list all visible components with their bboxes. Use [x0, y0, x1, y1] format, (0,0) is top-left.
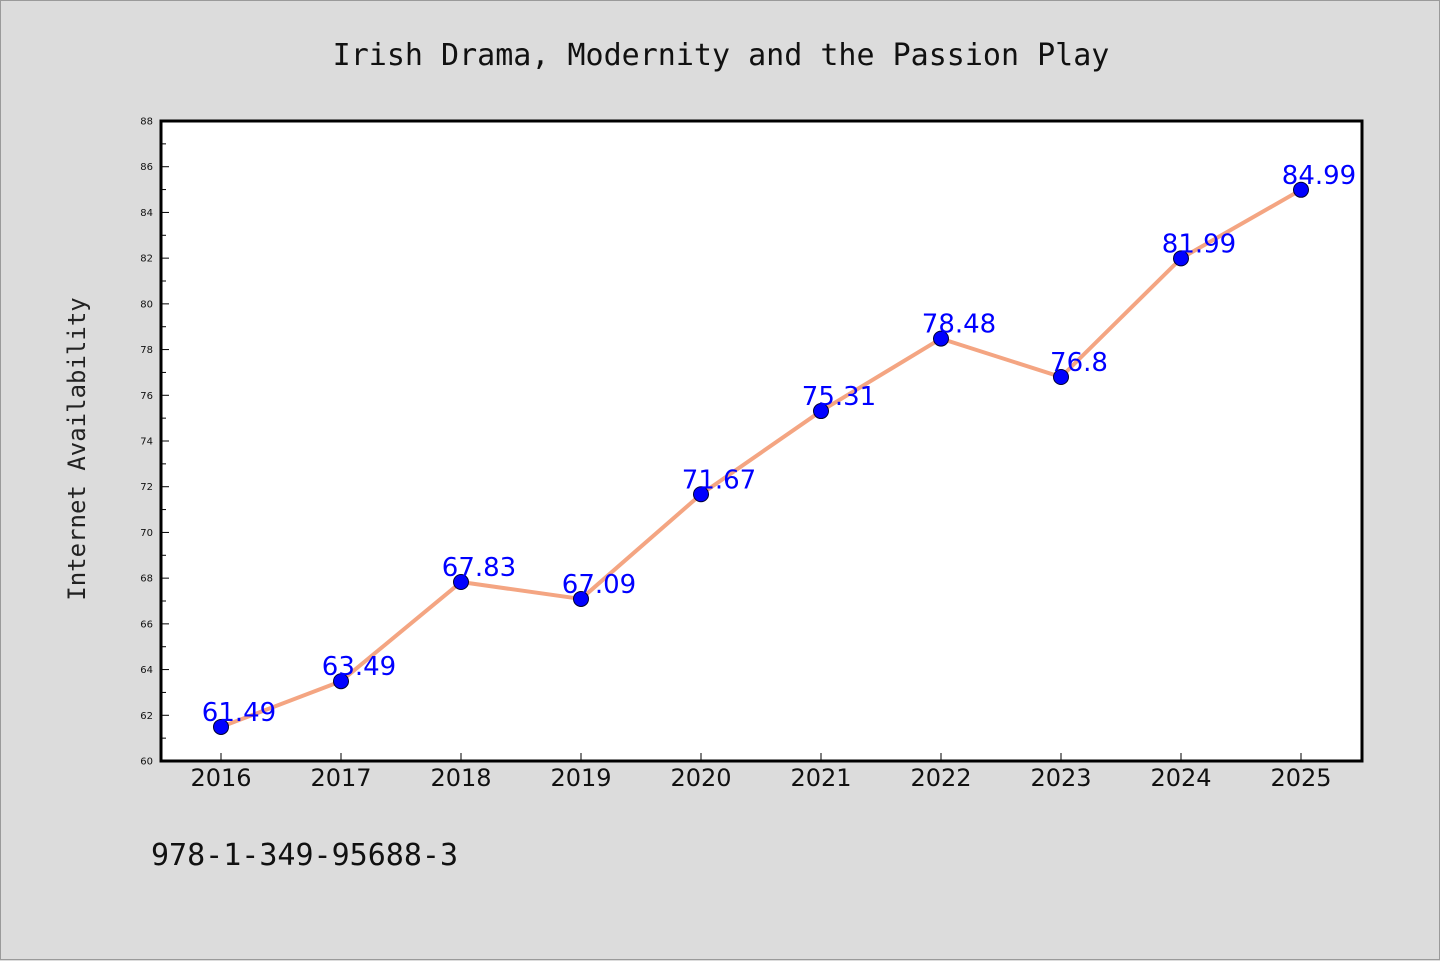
data-labels: 61.49 63.49 67.83 67.09 71.67 75.31 78.48 76.8 8…: [202, 161, 1356, 728]
x-tick-label: 2022: [910, 764, 971, 792]
plot-area: [161, 121, 1362, 761]
y-tick-label: 60: [140, 757, 153, 768]
y-tick-label: 72: [140, 482, 153, 493]
data-point: [693, 486, 709, 503]
data-point: [1293, 181, 1309, 198]
data-point: [573, 590, 589, 607]
x-axis: 2016 2017 2018 2019 2020 2021 2022 2023 2024 2025: [190, 753, 1332, 792]
data-point: [813, 403, 829, 420]
data-point: [933, 330, 949, 347]
series-line-group: [213, 181, 1309, 735]
y-tick-label: 64: [140, 665, 153, 676]
chart-title: Irish Drama, Modernity and the Passion P…: [333, 38, 1110, 73]
x-tick-label: 2019: [550, 764, 611, 792]
data-point: [333, 673, 349, 690]
x-tick-label: 2020: [670, 764, 731, 792]
x-tick-label: 2016: [190, 764, 251, 792]
y-tick-label: 82: [140, 254, 153, 265]
x-tick-label: 2018: [430, 764, 491, 792]
x-tick-label: 2021: [790, 764, 851, 792]
x-tick-label: 2023: [1030, 764, 1091, 792]
y-tick-label: 86: [140, 162, 153, 173]
data-label: 76.8: [1050, 348, 1108, 378]
y-axis-label: Internet Availability: [63, 297, 91, 600]
data-point: [453, 574, 469, 591]
plot-border: [159, 119, 1364, 763]
y-tick-label: 74: [140, 437, 153, 448]
y-tick-label: 78: [140, 345, 153, 356]
series-line: [219, 187, 1303, 729]
data-point: [1173, 250, 1189, 267]
x-tick-label: 2017: [310, 764, 371, 792]
data-label: 67.09: [562, 570, 636, 600]
data-label: 78.48: [922, 310, 996, 340]
data-label: 84.99: [1282, 161, 1356, 191]
x-tick-label: 2025: [1270, 764, 1331, 792]
y-tick-label: 80: [140, 299, 153, 310]
y-tick-label: 84: [140, 208, 153, 219]
data-label: 71.67: [682, 465, 756, 495]
data-label: 81.99: [1162, 229, 1236, 259]
data-label: 61.49: [202, 698, 276, 728]
data-point: [1053, 369, 1069, 385]
y-tick-label: 66: [140, 619, 153, 630]
y-tick-label: 62: [140, 711, 153, 722]
y-tick-label: 76: [140, 391, 153, 402]
footnote-isbn: 978-1-349-95688-3: [151, 838, 458, 873]
y-tick-label: 88: [140, 117, 153, 128]
x-tick-label: 2024: [1150, 764, 1211, 792]
data-label: 63.49: [322, 652, 396, 682]
y-tick-label: 68: [140, 574, 153, 585]
y-tick-label: 70: [140, 528, 153, 539]
data-label: 75.31: [802, 382, 876, 412]
data-point: [213, 718, 229, 735]
data-label: 67.83: [442, 553, 516, 583]
